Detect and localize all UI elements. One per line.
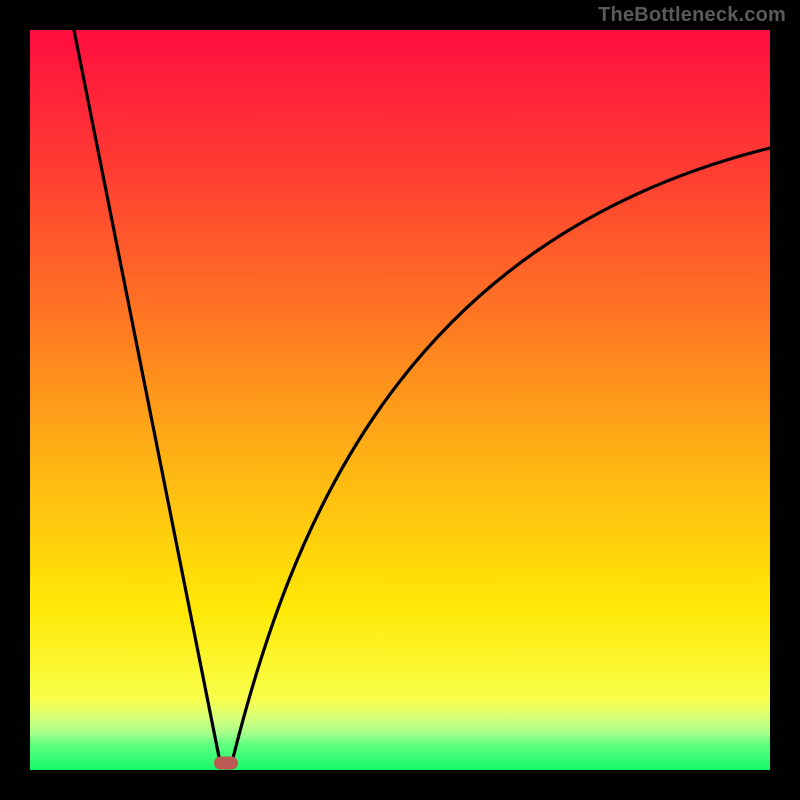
plot-area [30, 30, 770, 770]
bottleneck-curve [30, 30, 770, 770]
attribution-text: TheBottleneck.com [598, 4, 786, 27]
notch-marker [214, 757, 238, 770]
